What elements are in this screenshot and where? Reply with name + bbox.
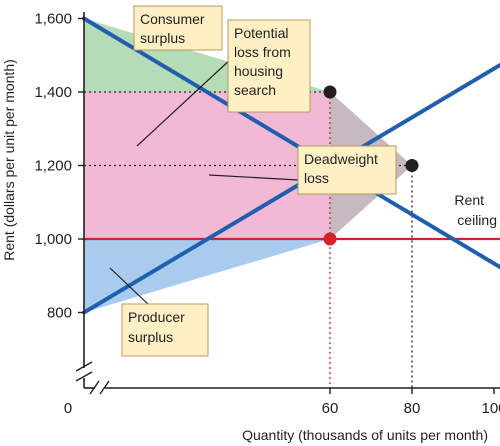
potential-loss-box (227, 19, 311, 113)
potential-loss-text-1: Potential (234, 25, 288, 41)
producer-surplus-leader (109, 267, 151, 307)
potential-loss-text-2: loss from (234, 44, 291, 60)
y-axis-break-2 (75, 371, 93, 382)
deadweight-loss-text-1: Deadweight (304, 151, 378, 167)
y-tick-label-1200: 1,200 (34, 158, 72, 175)
deadweight-loss-box (297, 145, 397, 195)
origin-label: 0 (64, 400, 72, 417)
x-axis-title: Quantity (thousands of units per month) (242, 427, 488, 443)
deadweight-loss-text-2: loss (304, 170, 329, 186)
point-2 (405, 159, 419, 172)
deadweight-loss-callout: Deadweight loss (208, 145, 397, 195)
producer-surplus-area (84, 239, 330, 313)
producer-surplus-text-1: Producer (128, 309, 185, 325)
producer-surplus-box (121, 303, 209, 357)
producer-surplus-text-2: surplus (128, 329, 173, 345)
point-3 (323, 232, 337, 246)
rent-ceiling-label-2: ceiling (457, 212, 497, 228)
y-tick-label-1600: 1,600 (34, 11, 72, 28)
y-axis-break-1 (75, 361, 93, 372)
y-tick-label-1000: 1,000 (34, 231, 72, 248)
deadweight-loss-leader (208, 174, 299, 181)
producer-surplus-callout: Producer surplus (109, 267, 209, 357)
consumer-surplus-box (133, 5, 223, 51)
x-axis-break-2 (99, 380, 110, 395)
x-tick-label-60: 60 (322, 400, 339, 417)
potential-loss-text-4: search (234, 82, 276, 98)
potential-loss-leader (136, 57, 233, 147)
potential-loss-callout: Potential loss from housing search (136, 19, 311, 147)
y-tick-label-800: 800 (47, 305, 72, 322)
y-axis-title: Rent (dollars per unit per month) (1, 59, 17, 261)
point-1 (323, 85, 337, 99)
y-tick-label-1400: 1,400 (34, 84, 72, 101)
consumer-surplus-callout: Consumer surplus (133, 5, 223, 51)
x-tick-label-80: 80 (404, 400, 421, 417)
rent-ceiling-label-1: Rent (454, 192, 484, 208)
x-axis-break-1 (89, 380, 100, 395)
x-tick-label-100: 100 (481, 400, 500, 417)
consumer-surplus-text-2: surplus (140, 30, 185, 46)
consumer-surplus-text-1: Consumer (140, 11, 205, 27)
potential-loss-text-3: housing (234, 63, 283, 79)
